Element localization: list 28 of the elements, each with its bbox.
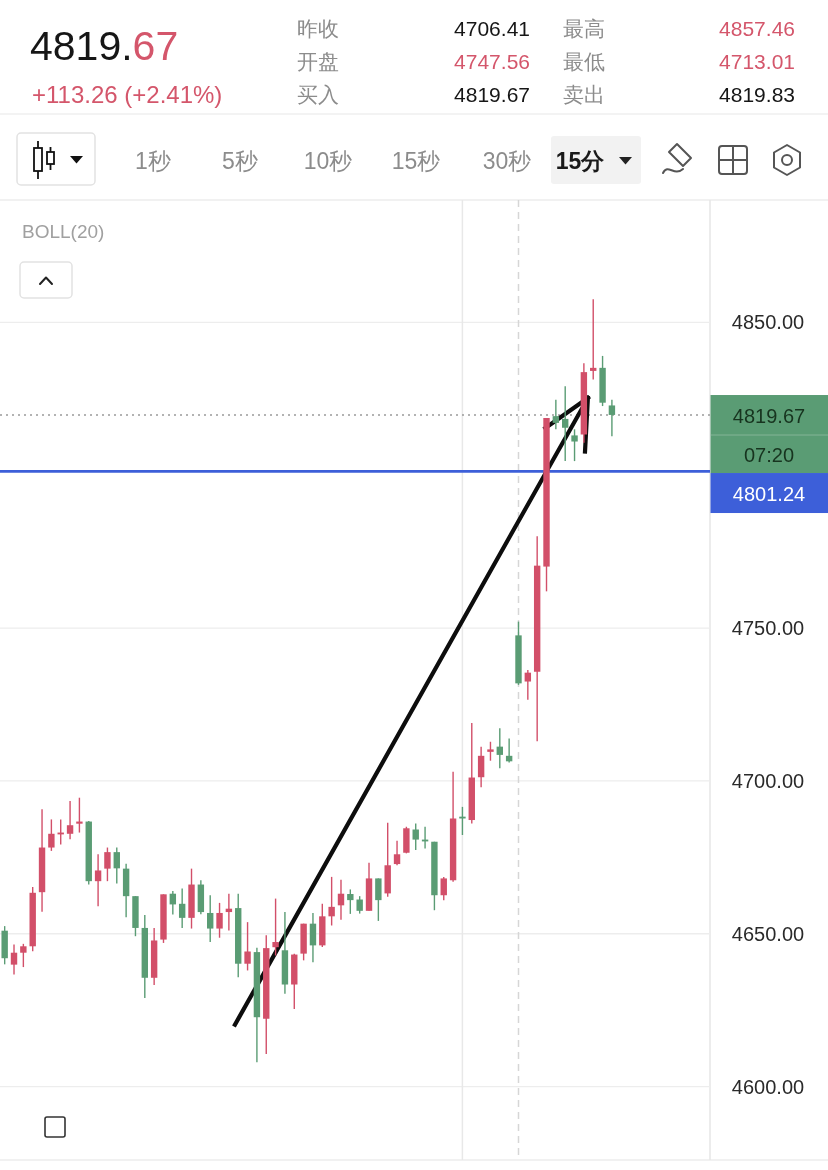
ref-line-label: 4801.24 [732, 483, 806, 506]
text: 10秒 [303, 148, 353, 174]
chart-subtitle: +113.26 (+2.41%) [32, 81, 223, 108]
y-tick-label: 4850.00 [731, 311, 805, 334]
text: 4747.56 [454, 50, 530, 73]
text: 1秒 [135, 148, 171, 174]
text: 30秒 [482, 148, 532, 174]
text: 买入 [297, 83, 339, 106]
text: 5秒 [222, 148, 258, 174]
text: 昨收 [297, 17, 339, 40]
y-tick-label: 4650.00 [731, 922, 805, 945]
text: 4819.83 [719, 83, 795, 106]
text: 4857.46 [719, 17, 795, 40]
ref-line-label: 4819.67 07:20 [732, 405, 806, 467]
annotation: BOLL(20) [22, 221, 105, 242]
text: 最高 [563, 17, 605, 40]
text: 4713.01 [719, 50, 795, 73]
text: 卖出 [563, 83, 605, 106]
text: 4819.67 [30, 23, 179, 69]
y-tick-label: 4750.00 [731, 617, 805, 640]
text: 15分 [555, 148, 606, 174]
y-tick-label: 4600.00 [731, 1075, 805, 1098]
text: 4706.41 [454, 17, 530, 40]
text: 开盘 [297, 50, 339, 73]
y-tick-label: 4700.00 [731, 769, 805, 792]
chart-title: 4819.67 [454, 83, 530, 106]
text: 15秒 [391, 148, 441, 174]
text: 最低 [563, 50, 605, 73]
